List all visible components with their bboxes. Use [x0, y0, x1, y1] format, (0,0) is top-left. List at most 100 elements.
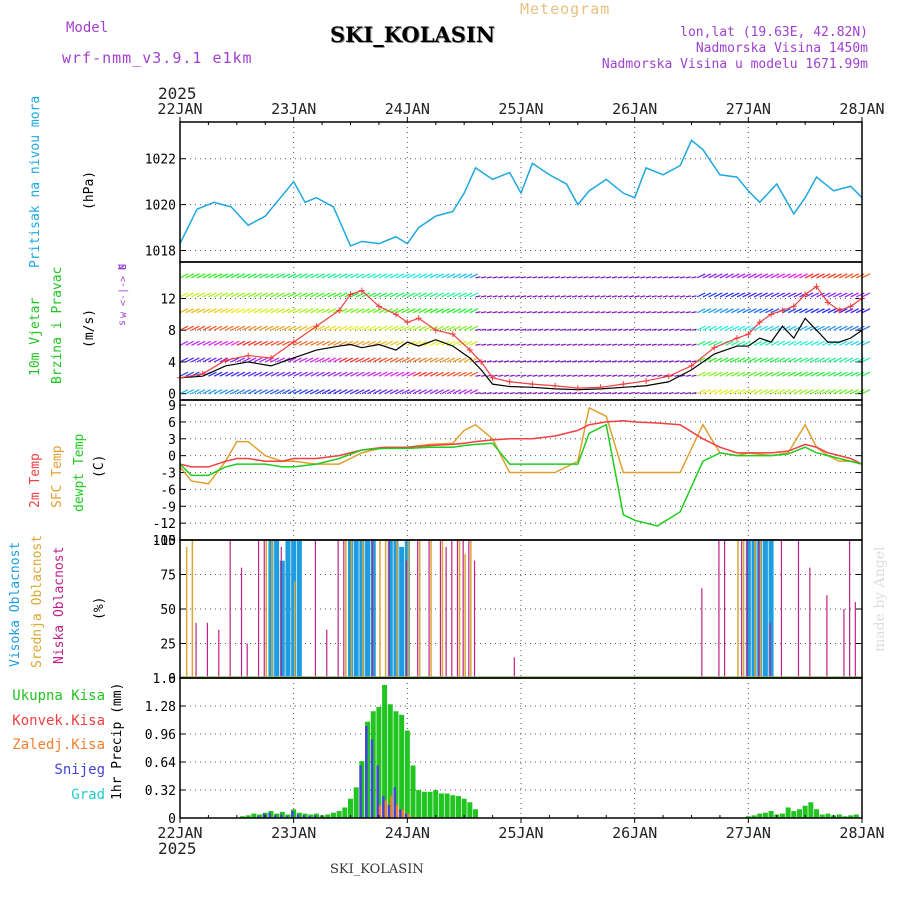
wind-barb — [748, 357, 757, 363]
wind-barb — [469, 292, 479, 298]
wind-barb — [861, 389, 871, 395]
wind-barb — [441, 308, 450, 314]
wind-barb — [628, 374, 635, 377]
wind-barb — [475, 328, 481, 331]
wind-barb — [270, 389, 280, 395]
wind-barb — [674, 276, 680, 279]
wind-barb — [589, 328, 595, 331]
gust-marker — [415, 315, 422, 322]
wind-barb — [259, 325, 268, 331]
wind-barb — [293, 340, 302, 346]
gust-marker — [552, 382, 559, 389]
wind-barb — [230, 357, 240, 363]
wind-barb — [657, 360, 663, 363]
wind-barb — [566, 392, 572, 395]
wind-barb — [276, 308, 285, 314]
wind-barb — [321, 273, 331, 279]
wind-barb — [816, 389, 825, 395]
wind-barb — [503, 311, 510, 314]
wind-barb — [810, 308, 820, 314]
wind-barb — [452, 273, 462, 279]
year-top: 2025 — [158, 84, 197, 103]
year-bottom: 2025 — [158, 839, 197, 858]
wind-barb — [657, 311, 663, 314]
wind-barb — [560, 276, 566, 279]
wind-barb — [799, 389, 808, 395]
wind-barb — [838, 292, 848, 298]
x-tick-label-top: 28JAN — [839, 100, 884, 118]
gust-marker — [290, 339, 297, 346]
precip-total-bar — [745, 816, 751, 818]
wind-barb — [304, 292, 314, 298]
wind-barb — [520, 328, 527, 331]
wind-barb — [270, 340, 280, 346]
wind-barb — [566, 374, 572, 377]
wind-barb — [680, 295, 686, 298]
wind-barb — [327, 292, 337, 298]
wind-barb — [736, 389, 746, 395]
wind-barb — [793, 308, 803, 314]
wind-barb — [549, 311, 555, 314]
wind-barb — [185, 308, 194, 314]
wind-barb — [213, 308, 223, 314]
wind-barb — [821, 273, 831, 279]
wind-barb — [429, 357, 439, 363]
precip-total-bar — [768, 811, 774, 818]
precip-snow-bar — [359, 765, 362, 818]
wind-barb — [412, 389, 422, 395]
wind-barb — [833, 292, 842, 298]
wind-barb — [253, 357, 263, 363]
wind-barb — [691, 311, 697, 314]
wind-barb — [833, 273, 842, 279]
wind-barb — [589, 276, 595, 279]
wind-barb — [293, 357, 302, 363]
wind-barb — [634, 392, 640, 395]
wind-barb — [452, 389, 462, 395]
wind-barb — [179, 340, 189, 346]
wind-barb — [492, 276, 498, 279]
y-tick-label: 9 — [168, 399, 176, 414]
wind-barb — [401, 273, 410, 279]
wind-barb — [230, 371, 240, 377]
wind-barb — [412, 371, 422, 377]
cloud-high-bar — [296, 540, 302, 678]
precip-total-bar — [455, 796, 461, 818]
wind-barb — [560, 360, 566, 363]
precip-total-bar — [842, 816, 848, 818]
wind-barb — [577, 311, 583, 314]
wind-barb — [713, 325, 723, 331]
wind-barb — [469, 357, 479, 363]
gust-marker — [836, 307, 843, 314]
wind-barb — [418, 389, 427, 395]
wind-barb — [282, 389, 291, 395]
wind-barb — [787, 389, 797, 395]
wind-barb — [765, 292, 774, 298]
wind-barb — [674, 328, 680, 331]
cloud-high-bar — [393, 540, 399, 678]
wind-barb — [264, 308, 274, 314]
gust-marker — [745, 331, 752, 338]
wind-barb — [264, 371, 274, 377]
wind-barb — [378, 389, 388, 395]
wind-barb — [264, 389, 274, 395]
wind-barb — [617, 360, 623, 363]
wind-barb — [372, 325, 382, 331]
precip-total-bar — [427, 791, 433, 818]
wind-barb — [662, 360, 669, 363]
wind-barb — [395, 273, 405, 279]
wind-barb — [668, 295, 674, 298]
wind-barb — [668, 360, 674, 363]
wind-barb — [589, 360, 595, 363]
gust-marker — [574, 385, 581, 392]
wind-barb — [589, 295, 595, 298]
precip-snow-bar — [382, 796, 385, 818]
wind-barb — [287, 292, 297, 298]
wind-barb — [213, 273, 223, 279]
wind-barb — [338, 371, 348, 377]
wind-barb — [196, 357, 206, 363]
x-tick-label-top: 22JAN — [157, 100, 202, 118]
wind-barb — [583, 392, 589, 395]
wind-barb — [838, 273, 848, 279]
gust-marker — [790, 303, 797, 310]
wind-barb — [787, 371, 797, 377]
